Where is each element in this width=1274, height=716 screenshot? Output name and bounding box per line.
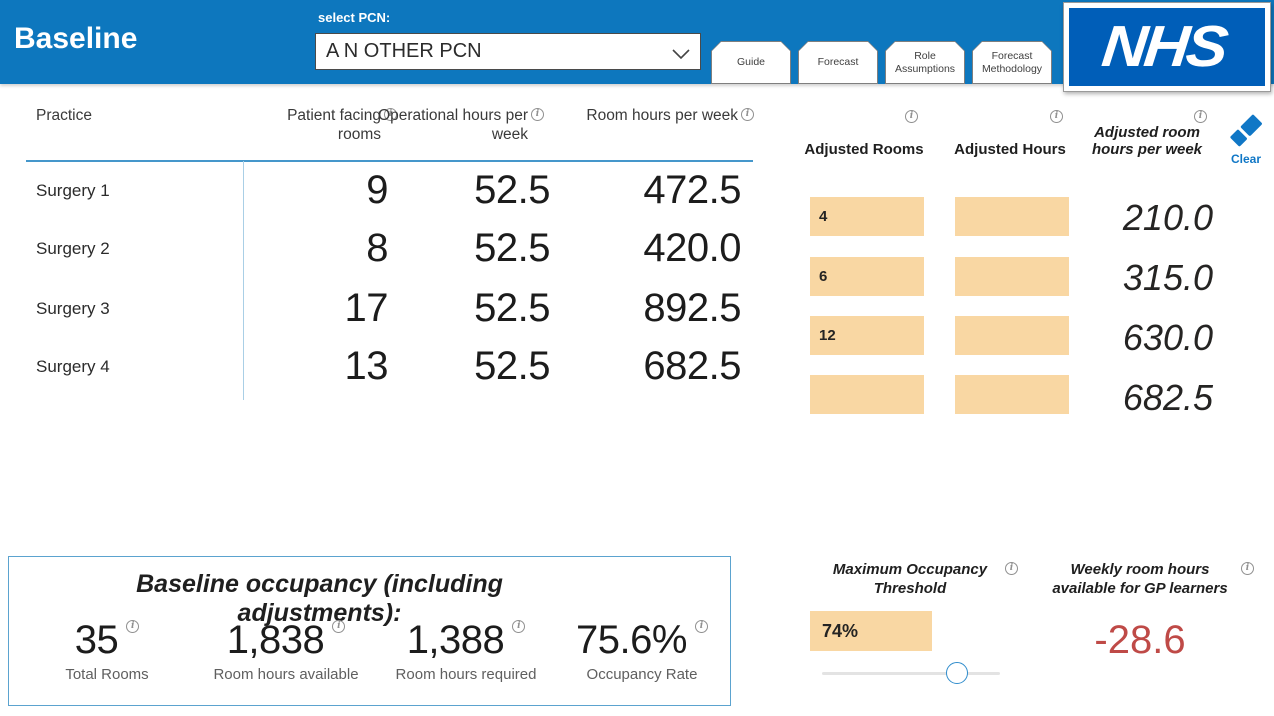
adjusted-rooms-input[interactable]: 12: [810, 316, 924, 355]
patient-facing-rooms-value: 17: [344, 286, 389, 330]
tab-forecast[interactable]: Forecast: [798, 41, 878, 84]
info-icon[interactable]: [332, 620, 346, 633]
info-icon[interactable]: [905, 110, 918, 123]
column-header-adjusted-rooms: Adjusted Rooms: [804, 141, 924, 158]
patient-facing-rooms-value: 8: [366, 226, 388, 270]
operational-hours-value: 52.5: [474, 286, 550, 330]
operational-hours-value: 52.5: [474, 344, 550, 388]
info-icon[interactable]: [1050, 110, 1063, 123]
table-row: Surgery 2 8 52.5 420.0: [0, 219, 760, 277]
practice-name: Surgery 3: [36, 299, 110, 318]
tab-forecast-methodology[interactable]: Forecast Methodology: [972, 41, 1052, 84]
adjusted-rooms-input[interactable]: 6: [810, 257, 924, 296]
gp-learners-title: Weekly room hours available for GP learn…: [1040, 560, 1254, 598]
table-header-divider: [26, 160, 753, 162]
nhs-logo: NHS: [1063, 2, 1271, 92]
baseline-occupancy-card: Baseline occupancy (including adjustment…: [8, 556, 731, 706]
adjusted-room-hours-value: 682.5: [1122, 377, 1213, 418]
patient-facing-rooms-value: 9: [366, 168, 388, 212]
table-row: Surgery 3 17 52.5 892.5: [0, 279, 760, 337]
room-hours-value: 892.5: [643, 286, 741, 330]
page-title: Baseline: [14, 22, 138, 55]
column-header-adjusted-hours: Adjusted Hours: [954, 141, 1066, 158]
column-header-operational-hours: Operational hours per week: [378, 106, 544, 144]
room-hours-value: 472.5: [643, 168, 741, 212]
baseline-occupancy-title: Baseline occupancy (including adjustment…: [136, 570, 503, 627]
column-header-practice: Practice: [36, 107, 92, 124]
tab-role-assumptions[interactable]: Role Assumptions: [885, 41, 965, 84]
adjusted-room-hours-value: 630.0: [1122, 317, 1213, 358]
clear-button[interactable]: Clear: [1224, 111, 1268, 173]
practice-name: Surgery 4: [36, 357, 110, 376]
adjusted-hours-input[interactable]: [955, 257, 1069, 296]
column-header-room-hours: Room hours per week: [538, 106, 754, 125]
kpi-label: Occupancy Rate: [586, 666, 698, 683]
table-row: Surgery 1 9 52.5 472.5: [0, 161, 760, 219]
pcn-dropdown[interactable]: A N OTHER PCN: [315, 33, 701, 70]
kpi-label: Room hours required: [395, 666, 537, 683]
tab-role-assumptions-label: Role Assumptions: [886, 42, 964, 83]
info-icon[interactable]: [1241, 562, 1254, 575]
kpi-room-hours-required: 1,388 Room hours required: [376, 618, 556, 683]
chevron-down-icon: [672, 47, 690, 65]
info-icon[interactable]: [512, 620, 526, 633]
adjusted-rooms-input[interactable]: 4: [810, 197, 924, 236]
column-header-patient-facing-rooms: Patient facing rooms: [271, 106, 397, 144]
kpi-room-hours-available: 1,838 Room hours available: [196, 618, 376, 683]
tab-guide-label: Guide: [712, 42, 790, 83]
nhs-logo-text: NHS: [1099, 14, 1229, 79]
info-icon[interactable]: [384, 108, 397, 121]
adjusted-rooms-input[interactable]: [810, 375, 924, 414]
info-icon[interactable]: [126, 620, 140, 633]
kpi-label: Room hours available: [213, 666, 359, 683]
adjusted-room-hours-value: 210.0: [1122, 197, 1213, 238]
tab-guide[interactable]: Guide: [711, 41, 791, 84]
clear-button-label: Clear: [1230, 152, 1262, 166]
kpi-label: Total Rooms: [65, 666, 149, 683]
threshold-slider-handle[interactable]: [946, 662, 968, 684]
info-icon[interactable]: [531, 108, 544, 121]
gp-learners-hours-value: -28.6: [1094, 618, 1186, 662]
kpi-value: 75.6%: [576, 618, 687, 662]
info-icon[interactable]: [1194, 110, 1207, 123]
pcn-select-label: select PCN:: [318, 10, 391, 25]
kpi-occupancy-rate: 75.6% Occupancy Rate: [552, 618, 732, 683]
kpi-total-rooms: 35 Total Rooms: [17, 618, 197, 683]
kpi-value: 1,388: [406, 618, 505, 662]
patient-facing-rooms-value: 13: [344, 344, 389, 388]
column-header-adjusted-room-hours: Adjusted room hours per week: [1091, 124, 1203, 158]
table-row: Surgery 4 13 52.5 682.5: [0, 337, 760, 395]
table-column-divider: [243, 161, 244, 400]
info-icon[interactable]: [1005, 562, 1018, 575]
room-hours-value: 420.0: [643, 226, 741, 270]
eraser-icon: [1227, 114, 1265, 153]
kpi-value: 35: [74, 618, 119, 662]
practice-name: Surgery 1: [36, 181, 110, 200]
operational-hours-value: 52.5: [474, 168, 550, 212]
pcn-selected-value: A N OTHER PCN: [326, 40, 482, 62]
kpi-value: 1,838: [226, 618, 325, 662]
tab-forecast-label: Forecast: [799, 42, 877, 83]
adjusted-hours-input[interactable]: [955, 316, 1069, 355]
room-hours-value: 682.5: [643, 344, 741, 388]
tab-forecast-methodology-label: Forecast Methodology: [973, 42, 1051, 83]
adjusted-room-hours-value: 315.0: [1122, 257, 1213, 298]
practice-name: Surgery 2: [36, 239, 110, 258]
threshold-slider-track[interactable]: [822, 672, 1000, 675]
operational-hours-value: 52.5: [474, 226, 550, 270]
max-occupancy-threshold-input[interactable]: 74%: [810, 611, 932, 651]
info-icon[interactable]: [741, 108, 754, 121]
info-icon[interactable]: [694, 620, 708, 633]
max-occupancy-threshold-title: Maximum Occupancy Threshold: [820, 560, 1018, 598]
adjusted-hours-input[interactable]: [955, 197, 1069, 236]
adjusted-hours-input[interactable]: [955, 375, 1069, 414]
